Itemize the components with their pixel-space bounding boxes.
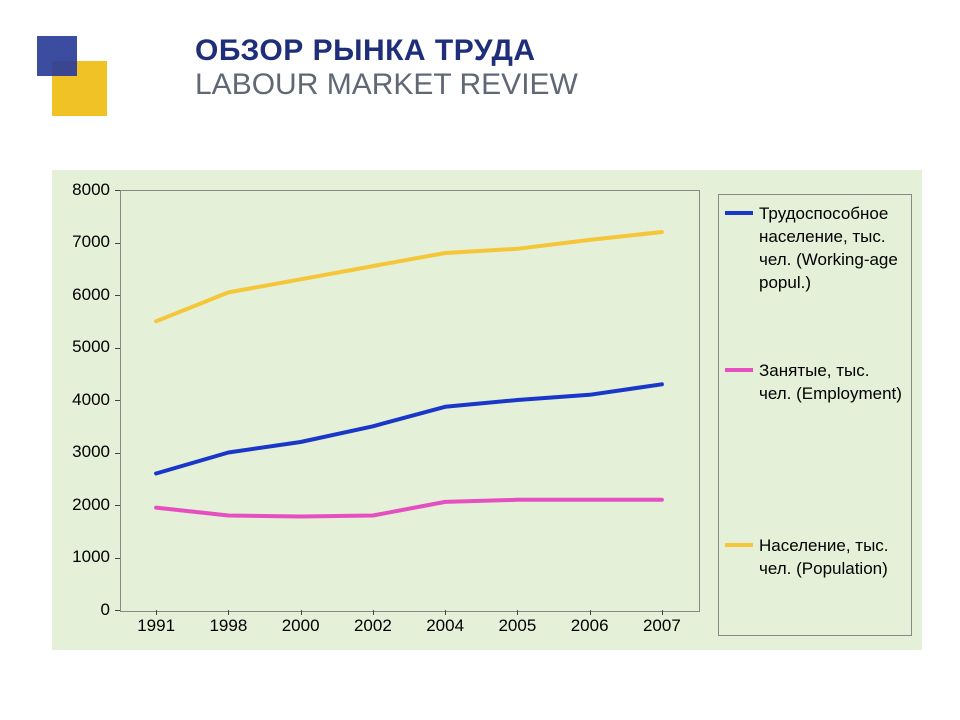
legend-entry-employment: Занятые, тыс. чел. (Employment) — [725, 360, 907, 406]
x-axis-label: 2000 — [271, 616, 331, 636]
x-tick — [517, 610, 518, 615]
y-tick — [115, 348, 120, 349]
legend-entry-population: Население, тыс. чел. (Population) — [725, 535, 907, 581]
x-tick — [228, 610, 229, 615]
y-tick — [115, 243, 120, 244]
x-tick — [373, 610, 374, 615]
y-axis-label: 1000 — [58, 547, 110, 567]
y-axis-label: 5000 — [58, 337, 110, 357]
x-tick — [662, 610, 663, 615]
x-tick — [445, 610, 446, 615]
x-axis-label: 2006 — [560, 616, 620, 636]
y-axis-label: 6000 — [58, 285, 110, 305]
legend-label-employment: Занятые, тыс. чел. (Employment) — [759, 360, 905, 406]
legend: Трудоспособное население, тыс. чел. (Wor… — [718, 194, 912, 636]
x-tick — [156, 610, 157, 615]
y-tick — [115, 558, 120, 559]
x-axis-label: 1991 — [126, 616, 186, 636]
y-axis-label: 0 — [58, 600, 110, 620]
y-axis-label: 7000 — [58, 232, 110, 252]
series-employment — [156, 500, 662, 517]
y-tick — [115, 505, 120, 506]
x-axis-label: 2005 — [487, 616, 547, 636]
x-axis-label: 2007 — [632, 616, 692, 636]
legend-swatch-working_age — [725, 211, 753, 215]
legend-entry-working_age: Трудоспособное население, тыс. чел. (Wor… — [725, 203, 907, 295]
y-axis-label: 4000 — [58, 390, 110, 410]
legend-label-working_age: Трудоспособное население, тыс. чел. (Wor… — [759, 203, 905, 295]
page-root: { "title": { "ru": "ОБЗОР РЫНКА ТРУДА", … — [0, 0, 960, 720]
x-tick — [590, 610, 591, 615]
y-axis-label: 2000 — [58, 495, 110, 515]
legend-swatch-employment — [725, 368, 753, 372]
legend-swatch-population — [725, 543, 753, 547]
y-axis-label: 8000 — [58, 180, 110, 200]
y-tick — [115, 295, 120, 296]
x-axis-label: 1998 — [198, 616, 258, 636]
legend-label-population: Население, тыс. чел. (Population) — [759, 535, 905, 581]
series-population — [156, 232, 662, 321]
x-axis-label: 2004 — [415, 616, 475, 636]
y-tick — [115, 610, 120, 611]
series-working_age — [156, 384, 662, 473]
y-tick — [115, 400, 120, 401]
y-tick — [115, 190, 120, 191]
y-axis-label: 3000 — [58, 442, 110, 462]
y-tick — [115, 453, 120, 454]
x-axis-label: 2002 — [343, 616, 403, 636]
x-tick — [301, 610, 302, 615]
